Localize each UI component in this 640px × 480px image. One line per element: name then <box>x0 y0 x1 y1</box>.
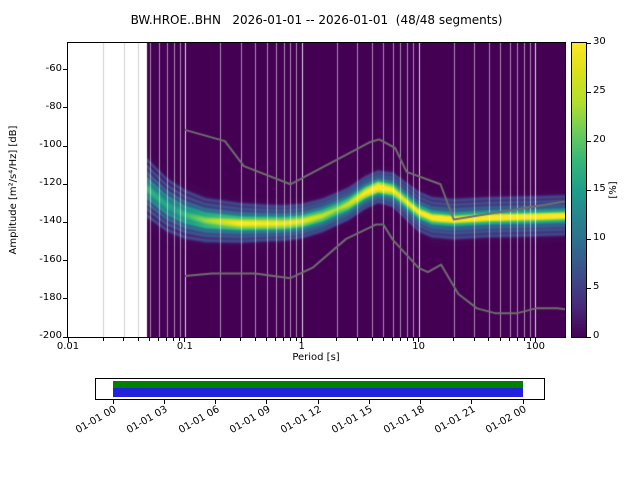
y-tick-mark <box>63 260 67 262</box>
timeline-tick-label: 01-01 06 <box>176 404 221 437</box>
x-tick-mark <box>509 338 511 341</box>
colorbar-tick-mark <box>587 91 591 93</box>
y-tick-mark <box>63 69 67 71</box>
x-tick-mark <box>289 338 291 341</box>
x-tick-mark <box>392 338 394 341</box>
timeline-coverage-blue <box>113 388 523 397</box>
x-tick-mark <box>283 338 285 341</box>
x-tick-mark <box>184 338 186 342</box>
timeline-tick-mark <box>215 400 216 404</box>
y-tick-label: -200 <box>39 330 62 341</box>
x-tick-label: 10 <box>412 341 425 352</box>
x-tick-mark <box>356 338 358 341</box>
y-tick-label: -120 <box>39 177 62 189</box>
colorbar-tick-mark <box>587 189 591 191</box>
ppsd-heatmap-canvas <box>68 43 565 337</box>
x-tick-mark <box>275 338 277 341</box>
x-tick-mark <box>254 338 256 341</box>
y-tick-label: -100 <box>39 139 62 151</box>
timeline-coverage-green <box>113 381 523 388</box>
x-axis-label: Period [s] <box>292 352 340 363</box>
x-tick-mark <box>301 338 303 342</box>
colorbar-tick-mark <box>587 140 591 142</box>
colorbar-tick-label: 20 <box>593 134 606 145</box>
y-tick-mark <box>63 145 67 147</box>
x-tick-mark <box>295 338 297 341</box>
x-tick-mark <box>158 338 160 341</box>
timeline-bar <box>95 378 545 400</box>
colorbar <box>571 42 587 338</box>
x-tick-mark <box>499 338 501 341</box>
colorbar-tick-label: 5 <box>593 281 600 292</box>
timeline-tick-label: 01-02 00 <box>484 404 529 437</box>
x-tick-mark <box>149 338 151 341</box>
timeline-tick-label: 01-01 09 <box>227 404 273 437</box>
x-tick-mark <box>412 338 414 341</box>
colorbar-tick-label: 10 <box>593 232 606 243</box>
x-tick-label: 0.1 <box>176 341 193 352</box>
x-tick-mark <box>166 338 168 341</box>
x-tick-mark <box>173 338 175 341</box>
y-tick-mark <box>63 183 67 185</box>
x-tick-mark <box>219 338 221 341</box>
timeline-tick-mark <box>266 400 268 404</box>
colorbar-tick-label: 15 <box>593 183 606 194</box>
colorbar-tick-label: 0 <box>593 330 600 341</box>
x-tick-mark <box>67 338 69 342</box>
timeline-tick-mark <box>317 400 319 404</box>
timeline-tick-mark <box>522 400 524 404</box>
colorbar-tick-label: 25 <box>593 85 606 96</box>
x-tick-mark <box>102 338 104 341</box>
colorbar-tick-mark <box>587 238 591 240</box>
y-tick-mark <box>63 221 67 223</box>
x-tick-mark <box>399 338 401 341</box>
x-tick-mark <box>523 338 525 341</box>
x-tick-mark <box>516 338 518 341</box>
x-tick-mark <box>418 338 420 342</box>
y-tick-label: -60 <box>45 62 62 74</box>
colorbar-tick-label: 30 <box>593 36 606 47</box>
colorbar-tick-mark <box>587 336 591 338</box>
timeline-tick-mark <box>163 400 165 404</box>
x-tick-mark <box>406 338 408 341</box>
x-tick-mark <box>336 338 338 341</box>
timeline-tick-label: 01-01 03 <box>125 404 170 437</box>
y-tick-label: -80 <box>45 100 62 112</box>
x-tick-label: 1 <box>298 341 305 352</box>
x-tick-mark <box>123 338 125 341</box>
x-tick-label: 100 <box>525 341 545 352</box>
x-tick-mark <box>371 338 373 341</box>
y-tick-label: -160 <box>39 253 62 265</box>
y-tick-mark <box>63 336 67 338</box>
x-tick-mark <box>382 338 384 341</box>
x-tick-mark <box>529 338 531 341</box>
timeline-tick-label: 01-01 15 <box>330 404 375 437</box>
x-tick-mark <box>266 338 268 341</box>
x-tick-mark <box>453 338 455 341</box>
timeline-tick-label: 01-01 12 <box>279 404 324 437</box>
x-tick-mark <box>240 338 242 341</box>
timeline-tick-label: 01-01 00 <box>74 404 119 437</box>
x-tick-mark <box>137 338 139 341</box>
timeline-tick-mark <box>112 400 114 404</box>
y-tick-label: -180 <box>39 291 62 303</box>
colorbar-tick-mark <box>587 42 591 44</box>
x-tick-mark <box>473 338 475 341</box>
x-tick-mark <box>488 338 490 341</box>
timeline-tick-mark <box>420 400 421 404</box>
y-tick-mark <box>63 107 67 109</box>
timeline-tick-label: 01-01 18 <box>381 404 426 437</box>
colorbar-tick-mark <box>587 287 591 289</box>
y-tick-mark <box>63 298 67 300</box>
y-tick-label: -140 <box>39 215 62 227</box>
x-tick-mark <box>179 338 180 341</box>
timeline-tick-mark <box>471 400 473 404</box>
timeline-tick-mark <box>368 400 370 404</box>
colorbar-label: [%] <box>608 181 619 199</box>
plot-title: BW.HROE..BHN 2026-01-01 -- 2026-01-01 (4… <box>130 13 503 27</box>
x-tick-mark <box>534 338 536 342</box>
x-tick-label: 0.01 <box>56 341 80 352</box>
timeline-tick-label: 01-01 21 <box>432 404 478 437</box>
